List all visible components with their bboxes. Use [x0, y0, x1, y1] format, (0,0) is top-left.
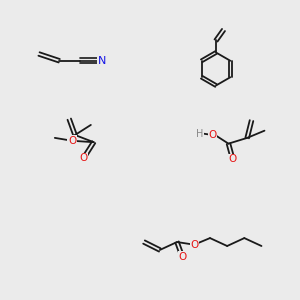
Text: O: O — [229, 154, 237, 164]
Text: O: O — [208, 130, 217, 140]
Text: O: O — [178, 252, 186, 262]
Text: H: H — [196, 129, 203, 139]
Text: O: O — [190, 240, 198, 250]
Text: O: O — [80, 153, 88, 163]
Text: N: N — [98, 56, 106, 66]
Text: O: O — [68, 136, 76, 146]
